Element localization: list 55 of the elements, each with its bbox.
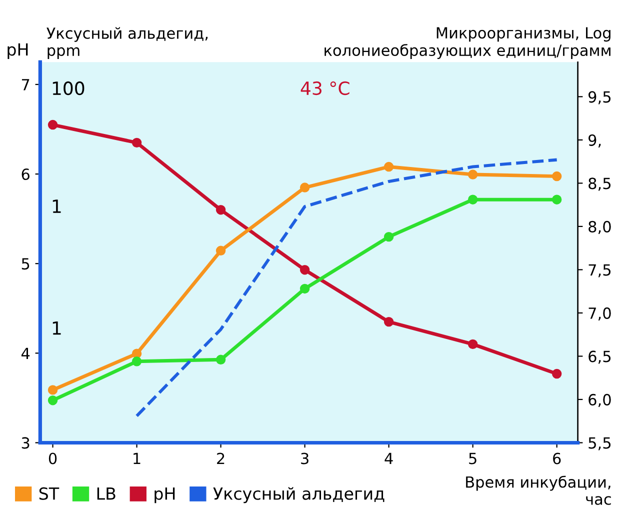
x-axis-title: Время инкубации, час [466, 476, 611, 505]
point [468, 194, 478, 204]
x-tick-label: 1 [134, 452, 140, 464]
legend-label: Уксусный альдегид [213, 487, 384, 504]
point [48, 395, 58, 406]
point [48, 385, 58, 395]
x-tick-label: 4 [384, 452, 393, 464]
text: Уксусный альдегид, ppm [46, 27, 208, 59]
y-axis-title: pH [8, 43, 28, 59]
point [384, 316, 394, 327]
point [300, 265, 310, 275]
point [132, 138, 142, 148]
y2-tick-label: 7,0 [588, 307, 611, 321]
legend-label: pH [154, 488, 175, 504]
annotation: 100 [52, 81, 84, 96]
x-tick-label: 0 [48, 452, 57, 464]
y2-tick-label: 8,5 [588, 178, 611, 191]
x-tick-label: 2 [217, 452, 224, 464]
y-tick-label: 3 [22, 437, 30, 449]
point [132, 356, 142, 366]
y-tick-label: 5 [22, 258, 30, 270]
legend-label: ST [39, 487, 60, 500]
point [552, 171, 562, 182]
point [48, 120, 58, 130]
legend-label: LB [97, 488, 116, 500]
y2-tick-label: 6,0 [588, 394, 611, 408]
annotation: 43 °C [300, 81, 350, 96]
y-tick-label: 6 [22, 168, 30, 180]
point [468, 339, 478, 350]
point [468, 170, 478, 180]
point [300, 182, 310, 192]
y2-axis-title: Микроорганизмы, Log колониеобразующих единиц/грамм [324, 27, 610, 59]
point [216, 354, 226, 365]
point [216, 246, 226, 256]
y2-tick-label: 5,5 [588, 437, 611, 450]
point [132, 348, 142, 358]
point [552, 194, 562, 204]
point [384, 232, 394, 242]
y2-tick-label: 9,5 [588, 91, 611, 104]
y-tick-label: 4 [21, 348, 30, 359]
x-tick-label: 6 [553, 452, 561, 464]
x-tick-label: 5 [469, 452, 476, 464]
annotation: 1 [52, 321, 61, 335]
y2-tick-label: 8,0 [588, 220, 611, 234]
point [300, 284, 310, 294]
y2-tick-label: 9, [588, 134, 601, 148]
point [384, 162, 394, 172]
annotation: 1 [52, 200, 61, 213]
y-tick-label: 7 [22, 79, 30, 90]
line-series [135, 158, 558, 418]
x-tick-label: 3 [301, 452, 308, 464]
y2-tick-label: 6,5 [588, 350, 611, 364]
y2-tick-label: 7,5 [588, 264, 611, 278]
point [552, 368, 562, 379]
point [216, 204, 226, 215]
